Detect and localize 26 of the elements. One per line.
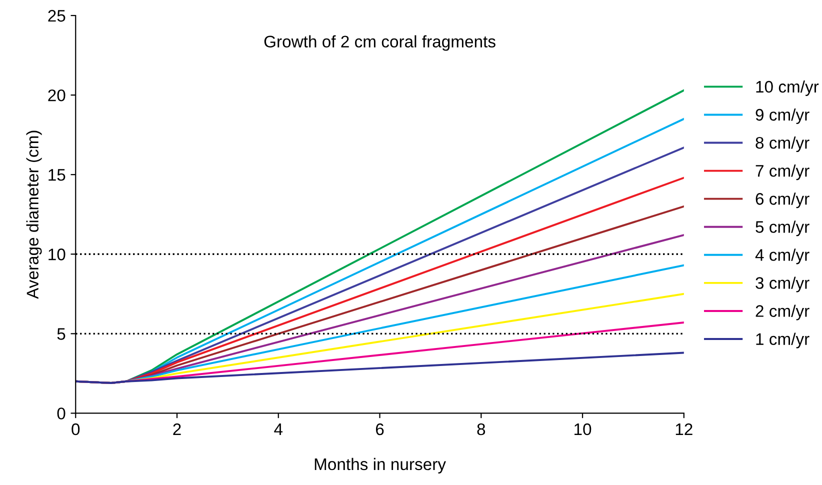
- legend-label: 6 cm/yr: [756, 192, 810, 208]
- legend-label: 4 cm/yr: [755, 248, 810, 264]
- y-tick-label: 10: [48, 248, 66, 260]
- legend-label: 8 cm/yr: [756, 136, 810, 152]
- legend-label: 9 cm/yr: [756, 108, 810, 124]
- legend-label: 7 cm/yr: [756, 164, 810, 180]
- x-tick-label: 8: [477, 423, 486, 436]
- x-axis-title: Months in nursery: [314, 458, 446, 474]
- y-tick-label: 0: [57, 408, 66, 420]
- legend-label: 5 cm/yr: [756, 220, 810, 236]
- x-tick-label: 6: [376, 423, 384, 436]
- legend-label: 2 cm/yr: [756, 304, 810, 320]
- x-tick-label: 0: [72, 423, 80, 436]
- y-axis-title: Average diameter (cm): [26, 130, 42, 299]
- legend-label: 3 cm/yr: [756, 276, 810, 292]
- legend-label: 10 cm/yr: [756, 80, 819, 96]
- x-tick-label: 4: [274, 424, 283, 436]
- y-tick-label: 15: [48, 169, 66, 181]
- x-tick-label: 12: [676, 423, 692, 436]
- y-tick-label: 25: [48, 10, 66, 22]
- legend-label: 1 cm/yr: [756, 332, 810, 348]
- text: Growth of 2 cm coral fragments: [264, 35, 496, 51]
- y-tick-label: 20: [48, 89, 66, 102]
- x-tick-label: 2: [173, 423, 181, 436]
- x-tick-label: 10: [574, 423, 592, 436]
- y-tick-label: 5: [57, 328, 66, 340]
